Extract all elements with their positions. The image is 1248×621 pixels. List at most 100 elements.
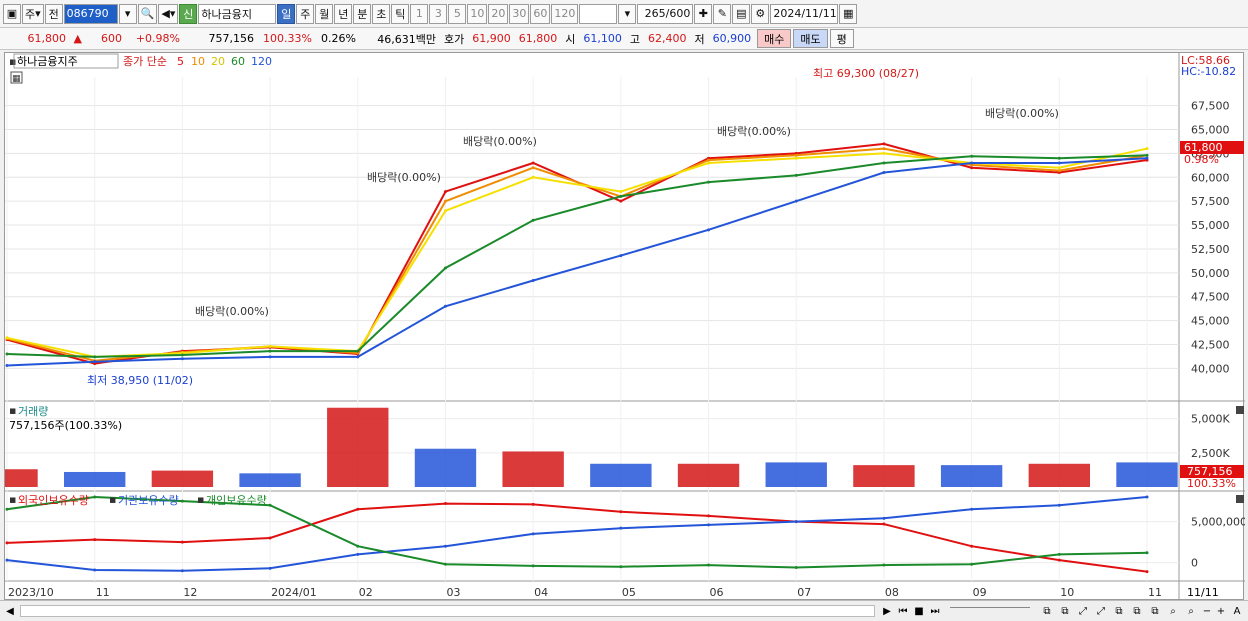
- tool-icon[interactable]: ⧉: [1115, 605, 1123, 617]
- ma-point: [794, 199, 798, 203]
- tool-icon[interactable]: ⌕: [1170, 605, 1176, 617]
- ma-line: [6, 147, 1148, 362]
- flat-button[interactable]: 평: [829, 29, 854, 48]
- speaker-icon[interactable]: ◀▾: [158, 3, 179, 24]
- volume-close-icon[interactable]: [1236, 406, 1244, 414]
- interval-10-button[interactable]: 10: [467, 3, 488, 24]
- ma-point: [356, 355, 360, 359]
- pen-icon[interactable]: ✎: [713, 3, 732, 24]
- interval-1-button[interactable]: 1: [410, 3, 429, 24]
- font-size-icon[interactable]: A: [1233, 605, 1241, 617]
- holding-point: [5, 541, 9, 545]
- volume-bar: [590, 463, 652, 487]
- crosshair-icon[interactable]: ✚: [694, 3, 713, 24]
- tool-icon[interactable]: ⧉: [1133, 605, 1141, 617]
- time-tick-label: 05: [622, 586, 636, 599]
- tool-icon[interactable]: ⤢: [1079, 605, 1087, 617]
- interval-20-button[interactable]: 20: [488, 3, 509, 24]
- ma-point: [1057, 156, 1061, 160]
- jump-end-icon[interactable]: ⏭: [930, 605, 940, 617]
- price-tick-label: 67,500: [1191, 100, 1230, 113]
- interval-60-button[interactable]: 60: [530, 3, 551, 24]
- jump-start-icon[interactable]: ⏮: [898, 605, 908, 617]
- holding-point: [93, 538, 97, 542]
- current-price-value: 61,800: [27, 32, 67, 45]
- buy-button[interactable]: 매수: [757, 29, 792, 48]
- legend-ma60[interactable]: 60: [231, 55, 245, 68]
- legend-ma20[interactable]: 20: [211, 55, 225, 68]
- chart-settings-icon[interactable]: ▣: [3, 3, 21, 24]
- volume-tick-label: 5,000K: [1191, 413, 1230, 426]
- scroll-right-icon[interactable]: ▶: [883, 605, 891, 617]
- stop-icon[interactable]: ■: [914, 605, 924, 617]
- prev-button[interactable]: 전: [44, 3, 63, 24]
- holding-point: [443, 544, 447, 548]
- stock-name-field[interactable]: 하나금융지: [198, 3, 277, 24]
- holding-point: [93, 495, 97, 499]
- holding-marker-icon: ▪: [109, 493, 116, 506]
- period-minute-button[interactable]: 분: [353, 3, 372, 24]
- time-tick-label: 07: [797, 586, 811, 599]
- gear-icon[interactable]: ⚙: [751, 3, 770, 24]
- period-second-button[interactable]: 초: [372, 3, 391, 24]
- period-type-select[interactable]: 주 ▾: [22, 3, 44, 24]
- zoom-out-icon[interactable]: −: [1202, 605, 1212, 617]
- ma-point: [619, 199, 623, 203]
- price-tick-label: 50,000: [1191, 267, 1230, 280]
- last-price-label: 61,800: [1184, 141, 1223, 154]
- sell-button[interactable]: 매도: [793, 29, 828, 48]
- grid-toggle-icon[interactable]: [10, 71, 23, 84]
- holding-point: [356, 552, 360, 556]
- tool-icon[interactable]: ⤢: [1097, 605, 1105, 617]
- holding-close-icon[interactable]: [1236, 495, 1244, 503]
- save-icon[interactable]: ▤: [732, 3, 751, 24]
- period-type-label: 주: [25, 7, 36, 21]
- legend-name-box[interactable]: [13, 53, 119, 69]
- holding-line: [6, 496, 1148, 572]
- interval-30-button[interactable]: 30: [509, 3, 530, 24]
- price-tick-label: 47,500: [1191, 291, 1230, 304]
- count-field[interactable]: 265/600: [637, 3, 694, 24]
- stock-chart-svg[interactable]: 67,50065,00062,50060,00057,50055,00052,5…: [0, 53, 1247, 601]
- date-field[interactable]: 2024/11/11: [770, 3, 839, 24]
- zoom-in-icon[interactable]: +: [1216, 605, 1226, 617]
- zoom-slider[interactable]: [950, 607, 1030, 613]
- chart-area[interactable]: 67,50065,00062,50060,00057,50055,00052,5…: [0, 52, 1247, 601]
- grid-toggle-glyph: ▦: [12, 74, 21, 84]
- time-tick-label: 06: [710, 586, 724, 599]
- price-tick-label: 65,000: [1191, 124, 1230, 137]
- tool-icon[interactable]: ⌕: [1188, 605, 1194, 617]
- period-month-button[interactable]: 월: [315, 3, 334, 24]
- interval-120-button[interactable]: 120: [551, 3, 579, 24]
- price-tick-label: 52,500: [1191, 243, 1230, 256]
- interval-5-button[interactable]: 5: [448, 3, 467, 24]
- tile-icon[interactable]: ⧉: [1061, 605, 1069, 617]
- period-week-button[interactable]: 주: [296, 3, 315, 24]
- tool-icon[interactable]: ⧉: [1151, 605, 1159, 617]
- interval-3-button[interactable]: 3: [429, 3, 448, 24]
- legend-ma10[interactable]: 10: [191, 55, 205, 68]
- period-year-button[interactable]: 년: [334, 3, 353, 24]
- legend-stock-name[interactable]: 하나금융지주: [17, 54, 78, 68]
- stock-code-input[interactable]: 086790: [63, 3, 118, 24]
- low-label: 저: [694, 32, 705, 46]
- holding-point: [882, 522, 886, 526]
- interval-custom-input[interactable]: [579, 3, 618, 24]
- ma-point: [443, 304, 447, 308]
- stock-code-dropdown[interactable]: ▾: [118, 3, 137, 24]
- time-scrollbar[interactable]: [20, 605, 875, 617]
- search-icon[interactable]: 🔍: [137, 3, 158, 24]
- ma-point: [443, 266, 447, 270]
- ma-point: [5, 363, 9, 367]
- legend-ma5[interactable]: 5: [177, 55, 184, 68]
- period-tick-button[interactable]: 틱: [391, 3, 410, 24]
- volume-bar: [765, 462, 827, 487]
- calendar-icon[interactable]: ▦: [839, 3, 858, 24]
- period-day-button[interactable]: 일: [277, 3, 296, 24]
- tile-icon[interactable]: ⧉: [1043, 605, 1051, 617]
- time-tick-label: 03: [446, 586, 460, 599]
- scroll-left-icon[interactable]: ◀: [6, 605, 14, 617]
- legend-ma120[interactable]: 120: [251, 55, 272, 68]
- interval-dropdown[interactable]: ▾: [618, 3, 637, 24]
- volume-last: 757,156: [1187, 465, 1233, 478]
